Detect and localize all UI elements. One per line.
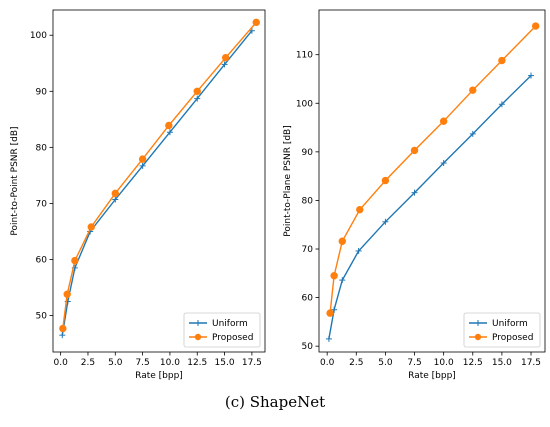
data-point xyxy=(87,223,95,231)
x-tick-label: 12.5 xyxy=(463,358,483,368)
x-axis-label: Rate [bpp] xyxy=(408,371,456,381)
data-point xyxy=(411,189,418,196)
legend-entry-uniform: Uniform xyxy=(469,319,528,329)
data-point xyxy=(381,176,390,185)
legend-label: Proposed xyxy=(492,333,533,343)
x-tick-label: 5.0 xyxy=(378,358,393,368)
data-point xyxy=(59,324,67,333)
x-tick-label: 0.0 xyxy=(320,358,335,368)
data-point xyxy=(326,309,334,317)
legend: Uniform Proposed xyxy=(463,312,541,348)
data-point xyxy=(193,87,201,95)
series-line xyxy=(328,75,532,340)
legend-box xyxy=(183,312,261,348)
x-tick-label: 7.5 xyxy=(407,358,421,368)
data-point xyxy=(469,86,477,94)
data-point xyxy=(339,277,346,284)
data-point xyxy=(63,290,71,298)
chart-panel-1: 0.0 2.5 5.0 7.5 10.0 12.5 15.0 17.5 50 60 70 80 90 10… xyxy=(10,9,266,381)
y-axis-label: Point-to-Point PSNR [dB] xyxy=(10,126,20,235)
figure: 0.0 2.5 5.0 7.5 10.0 12.5 15.0 17.5 50 60 70 80 90 10… xyxy=(10,9,546,381)
y-tick-label: 60 xyxy=(36,255,48,265)
x-axis-label: Rate [bpp] xyxy=(135,371,183,381)
y-tick-label: 80 xyxy=(302,196,314,206)
x-tick-label: 0.0 xyxy=(53,358,68,368)
legend-label: Proposed xyxy=(212,333,253,343)
x-tick-label: 5.0 xyxy=(108,358,123,368)
data-point xyxy=(166,129,173,136)
series-line xyxy=(329,25,537,314)
x-tick-label: 15.0 xyxy=(492,358,512,368)
x-tick-label: 10.0 xyxy=(160,358,180,368)
data-point xyxy=(221,53,230,62)
legend-entry-proposed: Proposed xyxy=(189,333,253,343)
data-point xyxy=(330,272,338,280)
data-point xyxy=(111,189,119,198)
plot-frame xyxy=(52,9,266,353)
legend-label: Uniform xyxy=(492,319,528,329)
series-uniform xyxy=(325,72,535,342)
data-point xyxy=(138,155,147,163)
y-tick-label: 90 xyxy=(302,148,314,158)
plot-frame xyxy=(318,9,546,353)
data-point xyxy=(165,121,173,130)
y-tick-label: 70 xyxy=(302,245,314,255)
data-point xyxy=(338,237,346,245)
series-line xyxy=(62,21,257,329)
data-point xyxy=(325,335,332,342)
data-point xyxy=(410,146,419,155)
y-tick-label: 70 xyxy=(36,199,48,209)
data-point xyxy=(469,130,476,137)
y-tick-label: 60 xyxy=(302,294,314,304)
data-point xyxy=(221,61,228,68)
data-point xyxy=(139,162,146,169)
x-tick-label: 17.5 xyxy=(521,358,541,368)
data-point xyxy=(71,256,79,265)
legend-label: Uniform xyxy=(212,319,248,329)
y-axis-label: Point-to-Plane PSNR [dB] xyxy=(283,125,293,237)
y-tick-label: 100 xyxy=(296,99,313,109)
data-point xyxy=(331,306,338,313)
data-point xyxy=(531,22,540,30)
chart-panel-2: 0.0 2.5 5.0 7.5 10.0 12.5 15.0 17.5 50 60 70 80 90 10… xyxy=(283,9,546,381)
legend-entry-uniform: Uniform xyxy=(189,319,248,329)
series-proposed xyxy=(59,18,260,333)
x-tick-label: 7.5 xyxy=(135,358,149,368)
data-point xyxy=(356,205,364,214)
x-tick-label: 12.5 xyxy=(187,358,207,368)
data-point xyxy=(355,247,362,254)
y-tick-label: 100 xyxy=(30,31,47,41)
legend: Uniform Proposed xyxy=(183,312,261,348)
y-tick-label: 110 xyxy=(296,51,313,61)
series-uniform xyxy=(59,27,255,339)
data-point xyxy=(498,101,505,108)
y-tick-label: 50 xyxy=(36,312,48,322)
data-point xyxy=(528,72,535,79)
legend-entry-proposed: Proposed xyxy=(469,333,533,343)
x-tick-label: 15.0 xyxy=(215,358,235,368)
data-point xyxy=(194,95,201,102)
x-tick-label: 2.5 xyxy=(81,358,95,368)
data-point xyxy=(59,332,66,339)
series-proposed xyxy=(326,22,540,317)
figure-caption: (c) ShapeNet xyxy=(224,393,326,411)
x-tick-label: 10.0 xyxy=(434,358,454,368)
data-point xyxy=(439,117,448,125)
y-tick-label: 90 xyxy=(36,87,48,97)
data-point xyxy=(382,218,389,225)
data-point xyxy=(498,56,506,65)
y-tick-label: 50 xyxy=(302,342,314,352)
series-line xyxy=(61,30,253,336)
y-tick-label: 80 xyxy=(36,143,48,153)
data-point xyxy=(440,160,447,167)
x-tick-label: 17.5 xyxy=(242,358,262,368)
data-point xyxy=(252,18,260,27)
legend-box xyxy=(463,312,541,348)
x-tick-label: 2.5 xyxy=(349,358,363,368)
data-point xyxy=(112,196,119,203)
